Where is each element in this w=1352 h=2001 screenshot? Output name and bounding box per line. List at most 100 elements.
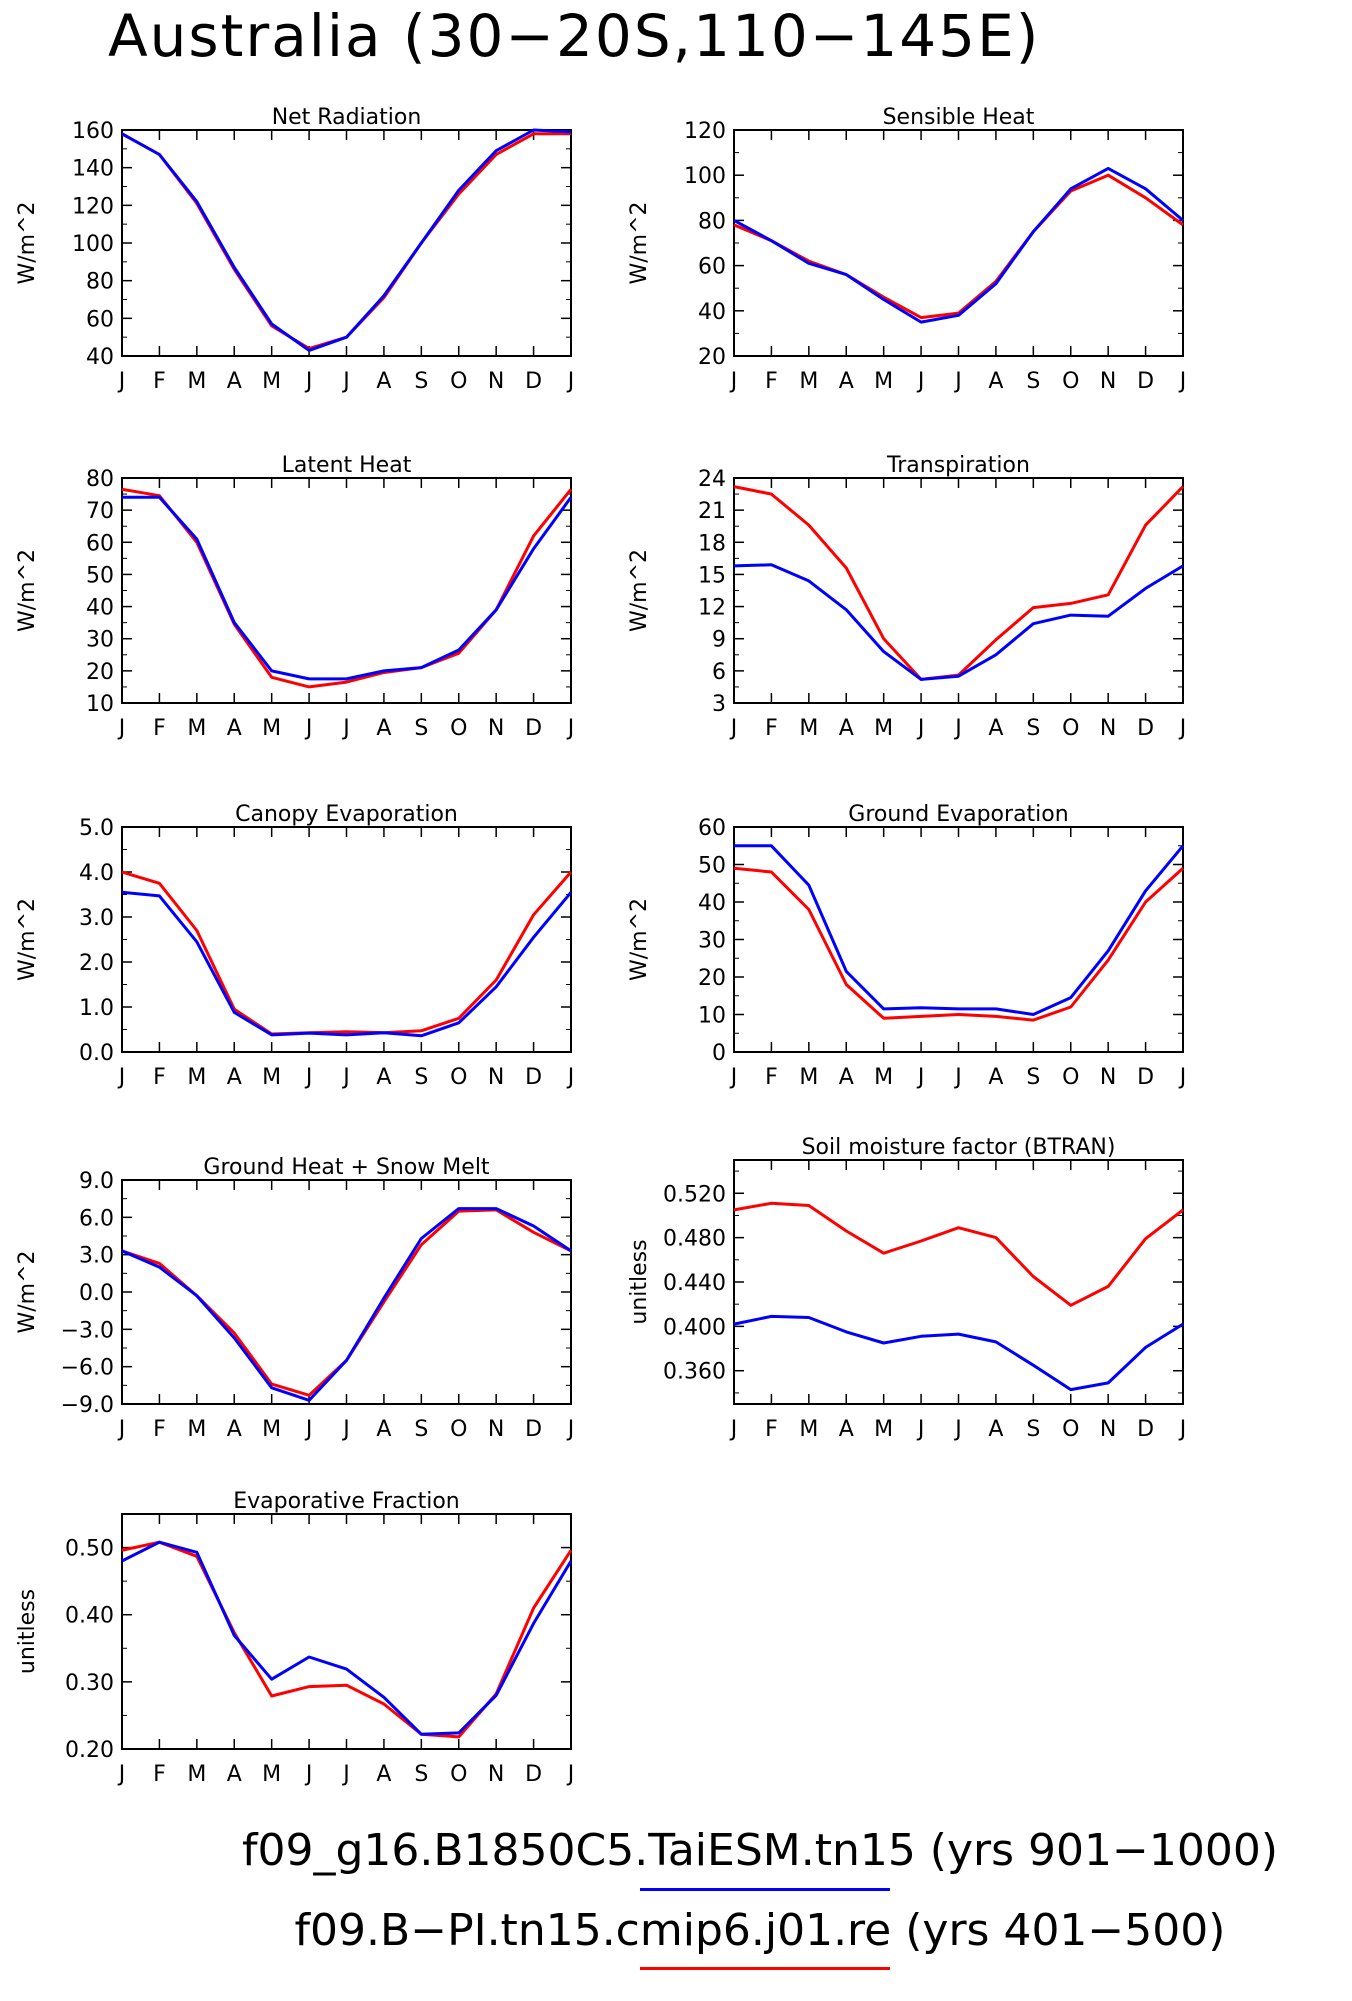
chart-evaporative-fraction: Evaporative Fraction unitless 0.20 0.30 0.40… bbox=[15, 1489, 574, 1787]
x-tick-label: N bbox=[1100, 1065, 1116, 1090]
x-tick-label: S bbox=[414, 369, 428, 394]
x-tick-label: M bbox=[262, 716, 281, 741]
x-tick-label: A bbox=[376, 716, 391, 741]
y-axis-label: W/m^2 bbox=[627, 201, 652, 284]
y-tick-label: 4.0 bbox=[79, 861, 114, 886]
x-tick-label: N bbox=[488, 716, 504, 741]
x-tick-label: J bbox=[729, 369, 738, 394]
y-tick-label: 5.0 bbox=[79, 816, 114, 841]
y-tick-label: 9 bbox=[712, 628, 726, 653]
series-line-red bbox=[733, 866, 1185, 1022]
x-tick-label: F bbox=[765, 1065, 778, 1090]
x-tick-label: F bbox=[153, 1065, 166, 1090]
y-tick-label: 10 bbox=[698, 1004, 726, 1029]
y-tick-label: 30 bbox=[698, 929, 726, 954]
plot-frame bbox=[733, 477, 1184, 704]
x-tick-label: A bbox=[376, 1417, 391, 1442]
x-tick-label: S bbox=[414, 1762, 428, 1787]
x-tick-label: M bbox=[187, 1065, 206, 1090]
x-tick-label: J bbox=[953, 369, 962, 394]
y-axis-label: W/m^2 bbox=[15, 898, 40, 981]
x-tick-label: A bbox=[839, 1065, 854, 1090]
series-line-blue bbox=[121, 1540, 573, 1736]
series-line-blue bbox=[734, 844, 1185, 1016]
x-tick-label: O bbox=[450, 1417, 467, 1442]
x-tick-label: A bbox=[376, 1065, 391, 1090]
y-tick-label: 20 bbox=[698, 345, 726, 370]
legend-entry-cmip6: f09.B−PI.tn15.cmip6.j01.re (yrs 401−500) bbox=[294, 1905, 1226, 1956]
x-tick-label: M bbox=[187, 1762, 206, 1787]
x-tick-label: J bbox=[304, 1762, 313, 1787]
y-tick-label: 120 bbox=[72, 194, 114, 219]
x-tick-label: J bbox=[117, 1762, 126, 1787]
x-tick-label: M bbox=[262, 369, 281, 394]
x-tick-label: F bbox=[153, 1762, 166, 1787]
x-tick-label: M bbox=[874, 1065, 893, 1090]
y-axis-label: W/m^2 bbox=[15, 549, 40, 632]
x-tick-label: J bbox=[953, 1417, 962, 1442]
x-tick-label: J bbox=[117, 1417, 126, 1442]
x-tick-label: F bbox=[153, 716, 166, 741]
x-tick-label: A bbox=[839, 1417, 854, 1442]
x-tick-label: M bbox=[799, 1065, 818, 1090]
y-tick-label: 80 bbox=[86, 467, 114, 492]
y-tick-label: 60 bbox=[86, 531, 114, 556]
y-tick-label: 0.400 bbox=[663, 1315, 726, 1340]
x-tick-label: A bbox=[376, 1762, 391, 1787]
series-line-blue bbox=[733, 166, 1184, 324]
x-tick-label: N bbox=[1100, 1417, 1116, 1442]
y-tick-label: 21 bbox=[698, 499, 726, 524]
x-tick-label: D bbox=[1137, 1065, 1154, 1090]
y-tick-label: 0.520 bbox=[663, 1182, 726, 1207]
x-tick-label: S bbox=[1026, 716, 1040, 741]
y-axis-label: unitless bbox=[627, 1239, 652, 1324]
y-tick-label: 100 bbox=[72, 232, 114, 257]
plot-frame bbox=[121, 826, 572, 1053]
y-axis-label: W/m^2 bbox=[15, 1250, 40, 1333]
x-tick-label: S bbox=[1026, 1065, 1040, 1090]
legend-swatch-blue bbox=[640, 1888, 890, 1891]
x-tick-label: M bbox=[799, 716, 818, 741]
series-line-blue bbox=[121, 1207, 572, 1402]
series-line-blue bbox=[122, 495, 573, 681]
x-tick-label: J bbox=[117, 369, 126, 394]
y-tick-label: 60 bbox=[86, 307, 114, 332]
chart-title: Ground Heat + Snow Melt bbox=[203, 1155, 490, 1180]
x-tick-label: J bbox=[953, 716, 962, 741]
x-tick-label: A bbox=[376, 369, 391, 394]
x-tick-label: J bbox=[566, 1762, 575, 1787]
x-tick-label: J bbox=[341, 1065, 350, 1090]
x-tick-label: S bbox=[1026, 369, 1040, 394]
series-line-red bbox=[733, 1201, 1184, 1307]
y-tick-label: 160 bbox=[72, 119, 114, 144]
x-tick-label: A bbox=[227, 369, 242, 394]
x-tick-label: J bbox=[304, 1065, 313, 1090]
chart-canopy-evaporation: Canopy Evaporation W/m^2 0.0 1.0 2.0 3.0 4.0 5.… bbox=[15, 802, 574, 1090]
y-tick-label: 60 bbox=[698, 255, 726, 280]
chart-title: Sensible Heat bbox=[883, 105, 1035, 130]
x-tick-label: J bbox=[341, 1762, 350, 1787]
x-tick-label: D bbox=[525, 1065, 542, 1090]
x-tick-label: M bbox=[874, 1417, 893, 1442]
y-tick-label: 10 bbox=[86, 692, 114, 717]
plot-frame bbox=[733, 1159, 1184, 1405]
y-tick-label: 18 bbox=[698, 531, 726, 556]
y-tick-label: 40 bbox=[698, 300, 726, 325]
plot-frame bbox=[733, 129, 1184, 357]
y-tick-label: 3.0 bbox=[79, 906, 114, 931]
series-line-red bbox=[121, 132, 571, 350]
x-tick-label: M bbox=[874, 716, 893, 741]
x-tick-label: J bbox=[566, 1417, 575, 1442]
y-tick-label: 12 bbox=[698, 596, 726, 621]
x-tick-label: F bbox=[765, 716, 778, 741]
x-tick-label: O bbox=[450, 1762, 467, 1787]
y-tick-label: 0.0 bbox=[79, 1041, 114, 1066]
y-tick-label: 50 bbox=[698, 854, 726, 879]
x-tick-label: A bbox=[227, 1417, 242, 1442]
x-tick-label: J bbox=[566, 369, 575, 394]
y-tick-label: 40 bbox=[86, 345, 114, 370]
series-line-blue bbox=[733, 1314, 1184, 1392]
